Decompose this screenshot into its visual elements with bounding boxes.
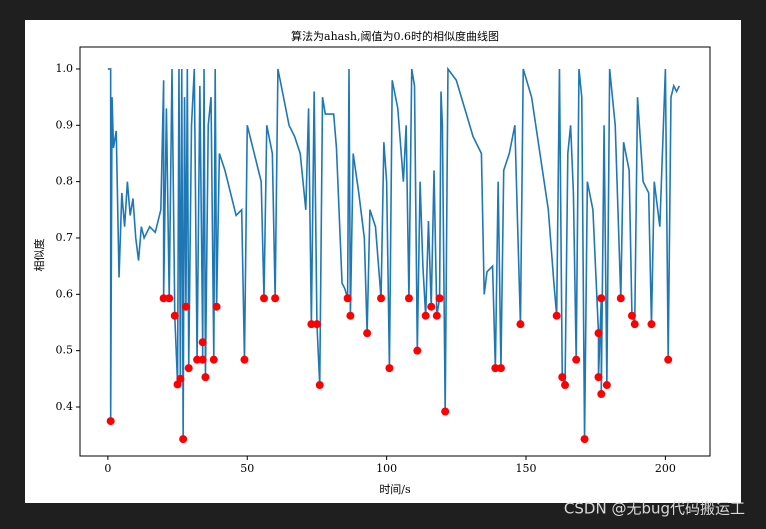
threshold-point bbox=[597, 294, 606, 303]
threshold-point bbox=[597, 390, 606, 399]
threshold-point bbox=[312, 320, 321, 329]
threshold-point bbox=[580, 435, 589, 444]
chart-title: 算法为ahash,阈值为0.6时的相似度曲线图 bbox=[291, 29, 499, 43]
plot-frame bbox=[79, 46, 711, 457]
threshold-point bbox=[343, 294, 352, 303]
x-tick-label: 100 bbox=[376, 462, 397, 475]
threshold-point bbox=[259, 294, 268, 303]
x-axis-label: 时间/s bbox=[379, 483, 411, 496]
threshold-point bbox=[627, 311, 636, 320]
threshold-point bbox=[558, 373, 567, 382]
threshold-point bbox=[170, 311, 179, 320]
y-tick-label: 0.8 bbox=[56, 175, 74, 188]
x-tick-label: 200 bbox=[655, 462, 676, 475]
x-tick-label: 50 bbox=[240, 462, 254, 475]
y-tick-label: 0.5 bbox=[56, 344, 74, 357]
threshold-point bbox=[315, 381, 324, 390]
threshold-point bbox=[404, 294, 413, 303]
threshold-point bbox=[616, 294, 625, 303]
threshold-point bbox=[630, 320, 639, 329]
y-tick-label: 1.0 bbox=[56, 62, 74, 75]
threshold-point bbox=[198, 338, 207, 347]
y-tick-label: 0.6 bbox=[56, 287, 74, 300]
threshold-point bbox=[181, 302, 190, 311]
threshold-point bbox=[572, 355, 581, 364]
threshold-point bbox=[594, 329, 603, 338]
threshold-point bbox=[385, 364, 394, 373]
threshold-point bbox=[212, 302, 221, 311]
y-axis-label: 相似度 bbox=[32, 239, 46, 272]
y-tick-label: 0.4 bbox=[56, 400, 74, 413]
threshold-point bbox=[198, 355, 207, 364]
threshold-point bbox=[346, 311, 355, 320]
threshold-point bbox=[159, 294, 168, 303]
threshold-point bbox=[516, 320, 525, 329]
threshold-point bbox=[209, 355, 218, 364]
x-tick-label: 150 bbox=[516, 462, 537, 475]
threshold-point bbox=[106, 417, 115, 426]
threshold-point bbox=[193, 355, 202, 364]
threshold-point bbox=[184, 364, 193, 373]
y-tick-label: 0.9 bbox=[56, 118, 74, 131]
threshold-point bbox=[491, 364, 500, 373]
threshold-point bbox=[602, 381, 611, 390]
figure-background bbox=[25, 20, 741, 503]
threshold-point bbox=[421, 311, 430, 320]
threshold-point bbox=[377, 294, 386, 303]
threshold-point bbox=[165, 294, 174, 303]
threshold-point bbox=[176, 374, 185, 383]
threshold-point bbox=[363, 329, 372, 338]
threshold-point bbox=[179, 435, 188, 444]
threshold-point bbox=[441, 407, 450, 416]
threshold-point bbox=[496, 364, 505, 373]
threshold-point bbox=[307, 320, 316, 329]
threshold-point bbox=[271, 294, 280, 303]
threshold-point bbox=[552, 311, 561, 320]
threshold-point bbox=[240, 355, 249, 364]
threshold-point bbox=[413, 346, 422, 355]
threshold-point bbox=[561, 381, 570, 390]
threshold-point bbox=[664, 355, 673, 364]
y-tick-label: 0.7 bbox=[56, 231, 74, 244]
threshold-point bbox=[594, 373, 603, 382]
x-tick-label: 0 bbox=[104, 462, 111, 475]
watermark: CSDN @无bug代码搬运工 bbox=[564, 500, 745, 518]
threshold-point bbox=[201, 373, 210, 382]
threshold-point bbox=[427, 302, 436, 311]
threshold-point bbox=[647, 320, 656, 329]
threshold-point bbox=[432, 311, 441, 320]
threshold-point bbox=[435, 294, 444, 303]
